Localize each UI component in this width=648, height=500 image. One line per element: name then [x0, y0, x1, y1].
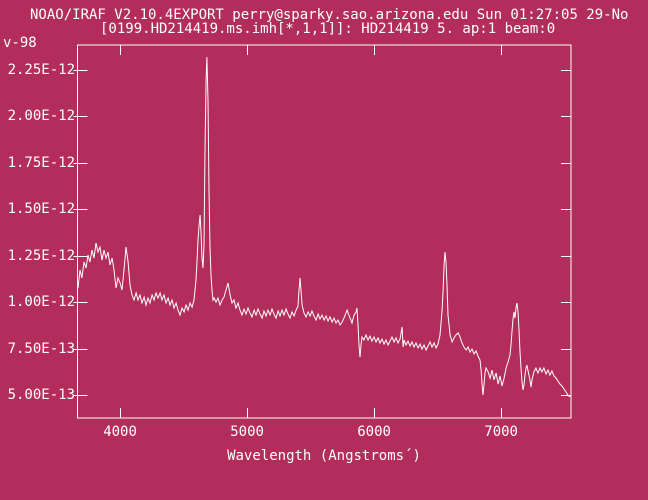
plot-frame [77, 44, 572, 419]
window-title-line1: NOAO/IRAF V2.10.4EXPORT perry@sparky.sao… [30, 7, 629, 23]
y-tick-label: 5.00E-13 [7, 386, 75, 403]
x-tick-label: 7000 [484, 424, 518, 440]
y-tick-label: 2.00E-12 [7, 108, 75, 125]
x-axis-title: Wavelength (Angstroms´) [227, 448, 421, 464]
x-tick-label: 5000 [230, 424, 264, 440]
y-tick-label: 1.00E-12 [7, 294, 75, 311]
y-tick-label: 1.50E-12 [7, 201, 75, 218]
y-tick-label: 1.25E-12 [7, 247, 75, 264]
x-tick-label: 6000 [357, 424, 391, 440]
window-title-line2: [0199.HD214419.ms.imh[*,1,1]]: HD214419 … [100, 21, 556, 37]
y-tick-label: 7.50E-13 [7, 340, 75, 357]
spectrum-trace [77, 57, 571, 398]
x-tick-label: 4000 [103, 424, 137, 440]
y-tick-label: 1.75E-12 [7, 154, 75, 171]
status-label: v-98 [3, 35, 37, 51]
y-tick-label: 2.25E-12 [7, 61, 75, 78]
